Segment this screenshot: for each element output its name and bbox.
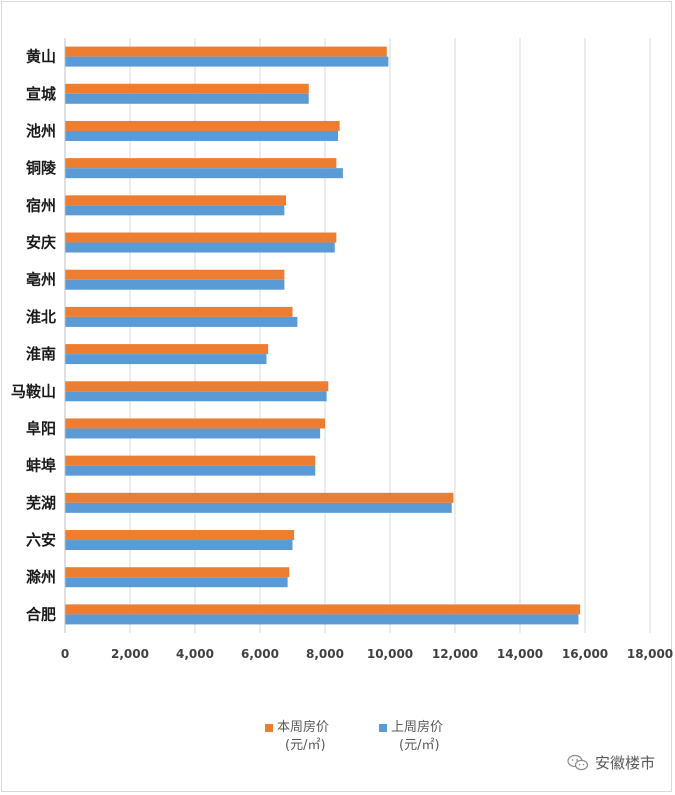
x-tick-labels: 0 2,000 4,000 6,000 8,000 10,000 12,000 14,000 1… (61, 647, 673, 661)
legend-unit-this-week: (元/㎡) (285, 738, 326, 753)
legend-swatch-last-week (379, 724, 388, 732)
legend-swatch-this-week (265, 724, 273, 732)
bar-this-week (65, 567, 290, 578)
bar-last-week (65, 614, 579, 625)
x-tick-label: 18,000 (627, 647, 673, 661)
bar-last-week (65, 465, 316, 476)
legend-unit-last-week: (元/㎡) (399, 738, 440, 753)
bar-last-week (65, 56, 389, 67)
category-label: 宣城 (26, 85, 56, 103)
bar-this-week (65, 195, 286, 206)
watermark-text: 安徽楼市 (594, 754, 655, 772)
category-label: 亳州 (26, 271, 56, 289)
x-tick-label: 12,000 (432, 647, 478, 661)
bar-this-week (65, 604, 581, 615)
legend-item-this-week: 本周房价 (元/㎡) (265, 719, 329, 755)
category-label: 滁州 (26, 568, 56, 586)
x-tick-label: 10,000 (367, 647, 413, 661)
legend-label-this-week: 本周房价 (277, 720, 330, 735)
bar-last-week (65, 540, 293, 551)
watermark: 安徽楼市 (567, 752, 655, 773)
wechat-icon (567, 754, 589, 770)
bar-this-week (65, 381, 329, 392)
bars (65, 46, 581, 625)
category-label: 宿州 (26, 196, 56, 214)
bar-this-week (65, 120, 340, 131)
bar-last-week (65, 205, 285, 216)
bar-this-week (65, 83, 309, 94)
bar-this-week (65, 455, 316, 466)
bar-this-week (65, 344, 269, 355)
category-label: 池州 (26, 122, 56, 140)
bar-last-week (65, 93, 309, 104)
bar-last-week (65, 316, 298, 327)
legend: 本周房价 (元/㎡) 上周房价 (元/㎡) (265, 719, 443, 755)
category-label: 淮北 (26, 308, 56, 326)
bar-last-week (65, 391, 327, 402)
x-tick-label: 6,000 (241, 647, 279, 661)
bar-last-week (65, 577, 288, 588)
category-label: 淮南 (26, 345, 56, 363)
bar-last-week (65, 168, 343, 179)
category-label: 合肥 (25, 605, 56, 623)
bar-this-week (65, 269, 285, 280)
legend-item-last-week: 上周房价 (元/㎡) (379, 719, 443, 755)
category-label: 黄山 (26, 48, 56, 66)
x-tick-label: 2,000 (111, 647, 149, 661)
bar-this-week (65, 46, 387, 57)
bar-this-week (65, 530, 295, 541)
bar-this-week (65, 492, 454, 503)
bar-last-week (65, 354, 267, 365)
x-tick-label: 4,000 (176, 647, 214, 661)
x-tick-label: 8,000 (306, 647, 344, 661)
category-label: 铜陵 (26, 159, 57, 177)
category-label: 芜湖 (26, 494, 56, 512)
category-label: 安庆 (26, 234, 56, 252)
bar-this-week (65, 418, 325, 429)
legend-label-last-week: 上周房价 (391, 720, 444, 735)
bar-last-week (65, 502, 452, 513)
category-label: 马鞍山 (11, 382, 56, 400)
bar-this-week (65, 232, 337, 243)
bar-last-week (65, 428, 321, 439)
bar-this-week (65, 158, 337, 169)
category-label: 阜阳 (26, 419, 56, 437)
bar-this-week (65, 306, 293, 317)
bar-last-week (65, 242, 335, 253)
x-tick-label: 16,000 (562, 647, 608, 661)
x-tick-label: 0 (61, 647, 69, 661)
bar-last-week (65, 279, 285, 290)
category-label: 六安 (26, 531, 56, 549)
x-tick-label: 14,000 (497, 647, 543, 661)
bar-last-week (65, 130, 338, 141)
category-label: 蚌埠 (26, 457, 56, 475)
